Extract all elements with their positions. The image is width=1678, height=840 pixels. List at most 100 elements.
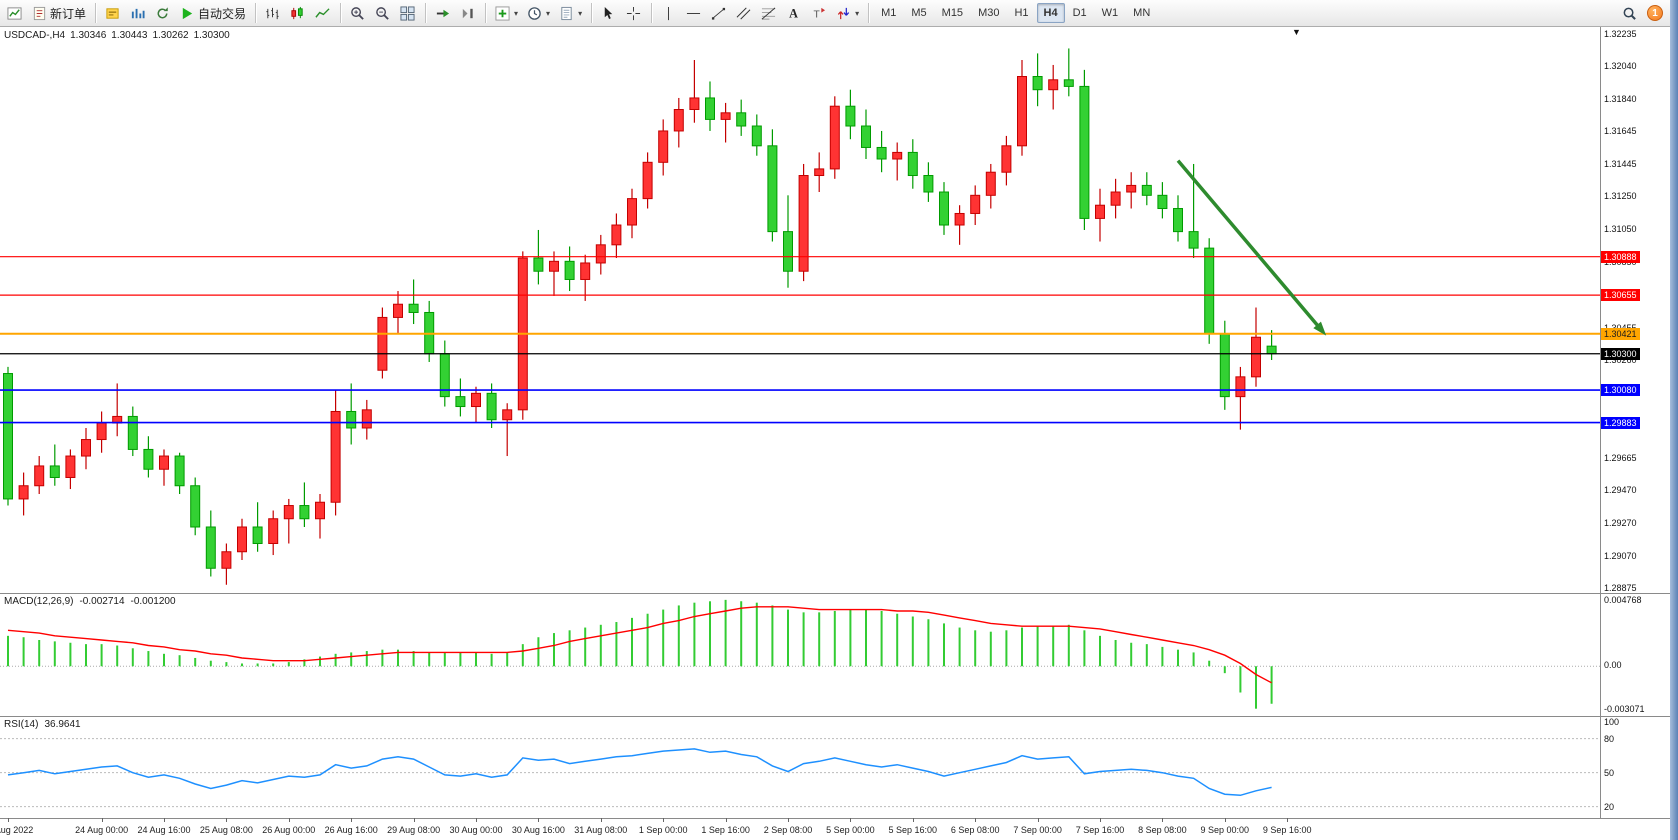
trendline-icon: [711, 6, 726, 21]
macd-separator: [0, 593, 1670, 594]
crosshair-button[interactable]: [622, 2, 646, 24]
bar-chart-mode-button[interactable]: [261, 2, 285, 24]
metaeditor-button[interactable]: [101, 2, 125, 24]
candlestick-mode-button[interactable]: [286, 2, 310, 24]
rsi-title: RSI(14): [4, 719, 39, 730]
price-line-label: 1.29883: [1601, 416, 1640, 429]
zoom-in-button[interactable]: [346, 2, 370, 24]
macd-histogram: [7, 599, 1273, 709]
price-line-label: 1.30421: [1601, 327, 1640, 340]
zoom-out-icon: [375, 6, 390, 21]
rsi-separator: [0, 716, 1670, 717]
rsi-plot[interactable]: [0, 716, 1600, 818]
cursor-icon: [601, 6, 616, 21]
refresh-button[interactable]: [151, 2, 175, 24]
auto-scroll-button[interactable]: [431, 2, 455, 24]
time-axis-tick: [226, 818, 228, 822]
indicators-icon: [495, 5, 510, 21]
autotrading-button[interactable]: 自动交易: [176, 2, 250, 24]
time-axis-tick: [788, 818, 789, 822]
equidistant-channel-button[interactable]: [732, 2, 756, 24]
market-watch-icon: [130, 6, 145, 21]
chart-info-bar: USDCAD-,H4 1.30346 1.30443 1.30262 1.30300: [4, 30, 235, 41]
timeframe-button-m1[interactable]: M1: [881, 7, 897, 19]
new-order-button[interactable]: 新订单: [28, 2, 90, 24]
search-icon: [1622, 6, 1637, 21]
trendline-button[interactable]: [707, 2, 731, 24]
price-line-label: 1.30080: [1601, 384, 1640, 397]
macd-plot[interactable]: [0, 593, 1600, 716]
timeframe-button-d1[interactable]: D1: [1072, 7, 1087, 19]
templates-icon: [559, 6, 574, 21]
market-watch-button[interactable]: [126, 2, 150, 24]
tile-windows-button[interactable]: [396, 2, 420, 24]
trend-arrow: [1176, 159, 1327, 336]
horizontal-line-button[interactable]: [682, 2, 706, 24]
ohlc-close: 1.30300: [193, 30, 230, 41]
price-line-label: 1.30300: [1601, 347, 1640, 360]
rsi-axis-label: 20: [1604, 801, 1615, 812]
price-axis-label: 1.32235: [1604, 28, 1637, 39]
text-label-button[interactable]: T: [807, 2, 831, 24]
time-axis-tick: [975, 818, 977, 822]
timeframe-button-w1[interactable]: W1: [1101, 7, 1119, 19]
time-axis-tick: [1100, 818, 1101, 822]
toolbar-separator: [651, 3, 653, 23]
timeframe-button-m5[interactable]: M5: [911, 7, 927, 19]
time-axis-label: 6 Sep 08:00: [950, 825, 1000, 835]
line-chart-mode-button[interactable]: [311, 2, 335, 24]
macd-value-main: -0.002714: [79, 596, 125, 607]
chart-shift-button[interactable]: [456, 2, 480, 24]
fibonacci-button[interactable]: [757, 2, 781, 24]
vertical-line-button[interactable]: [657, 2, 681, 24]
time-axis-label: 25 Aug 08:00: [199, 825, 253, 835]
arrows-button[interactable]: ▾: [832, 2, 863, 24]
new-chart-icon: [7, 6, 22, 21]
time-axis-tick: [351, 818, 353, 822]
time-axis-tick: [850, 818, 852, 822]
time-axis-label: 30 Aug 00:00: [449, 825, 503, 835]
timeframe-button-h1[interactable]: H1: [1014, 7, 1029, 19]
hline-icon: [686, 6, 701, 21]
line-chart-icon: [315, 6, 330, 21]
macd-signal-line: [7, 606, 1272, 684]
svg-text:T: T: [814, 9, 821, 20]
time-axis-label: 9 Sep 16:00: [1262, 825, 1312, 835]
cursor-button[interactable]: [597, 2, 621, 24]
periods-button[interactable]: ▾: [523, 2, 554, 24]
time-axis-label: 24 Aug 00:00: [75, 825, 129, 835]
templates-button[interactable]: ▾: [555, 2, 586, 24]
text-icon: A: [786, 6, 801, 21]
new-chart-button[interactable]: [3, 2, 27, 24]
shift-icon: [460, 6, 475, 21]
price-axis-separator: [1600, 27, 1601, 818]
time-axis-tick: [288, 818, 290, 822]
toolbar-separator: [485, 3, 487, 23]
timeframe-button-m15[interactable]: M15: [941, 7, 964, 19]
search-button[interactable]: [1618, 2, 1642, 24]
time-axis-label: 29 Aug 08:00: [387, 825, 441, 835]
ohlc-open: 1.30346: [70, 30, 107, 41]
rsi-line: [7, 748, 1272, 797]
price-chart-plot[interactable]: [0, 27, 1600, 593]
text-button[interactable]: A: [782, 2, 806, 24]
text-label-icon: T: [811, 6, 826, 21]
time-axis-tick: [476, 818, 477, 822]
rsi-axis-label: 50: [1604, 767, 1615, 778]
price-axis-label: 1.29470: [1604, 485, 1637, 496]
indicators-button[interactable]: ▾: [491, 2, 522, 24]
macd-axis-label: 0.00: [1604, 660, 1622, 671]
time-axis-label: 1 Sep 16:00: [701, 825, 750, 835]
price-axis-label: 1.30260: [1604, 354, 1637, 365]
price-line-label: 1.30888: [1601, 250, 1640, 263]
timeframe-button-m30[interactable]: M30: [978, 7, 1000, 19]
notifications-button[interactable]: 1: [1643, 2, 1667, 24]
symbol-period-label: USDCAD-,H4: [4, 30, 66, 41]
timeframe-button-h4[interactable]: H4: [1036, 3, 1065, 23]
timeframe-button-mn[interactable]: MN: [1133, 7, 1151, 19]
zoom-out-button[interactable]: [371, 2, 395, 24]
time-axis-label: 1 Sep 00:00: [638, 825, 688, 835]
ohlc-high: 1.30443: [111, 30, 148, 41]
crosshair-icon: [626, 6, 641, 21]
chevron-down-icon: ▾: [514, 8, 519, 18]
